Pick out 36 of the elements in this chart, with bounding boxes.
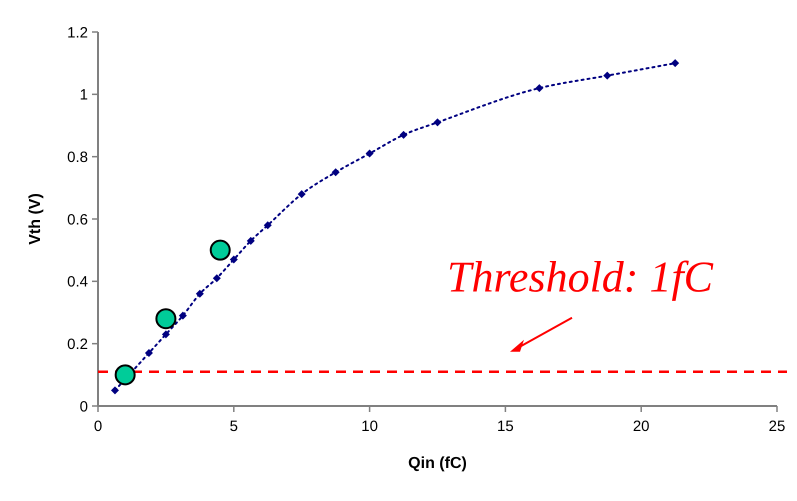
point <box>434 118 442 126</box>
x-tick-label: 15 <box>497 418 514 435</box>
point <box>332 168 340 176</box>
point <box>210 240 231 261</box>
y-tick-label: 0.8 <box>67 148 88 166</box>
x-tick-label: 10 <box>361 418 378 435</box>
y-axis-title: Vth (V) <box>27 193 44 245</box>
point <box>155 308 176 330</box>
point <box>178 312 187 320</box>
point <box>110 386 119 394</box>
x-tick-label: 20 <box>632 418 650 435</box>
y-tick-label: 1.2 <box>67 24 88 42</box>
point <box>114 364 136 386</box>
y-tick-label: 0.4 <box>67 274 88 291</box>
point <box>603 72 612 80</box>
point <box>671 59 680 68</box>
y-tick-label: 1 <box>80 86 88 104</box>
point <box>298 190 306 198</box>
x-tick-label: 5 <box>230 418 238 435</box>
annotation: Threshold: 1fC <box>446 252 714 302</box>
point <box>196 290 204 298</box>
point <box>230 256 238 264</box>
x-tick-label: 25 <box>768 418 786 435</box>
x-axis-title: Qin (fC) <box>408 455 467 472</box>
y-tick-label: 0 <box>80 398 88 416</box>
x-tick-label: 0 <box>94 418 102 435</box>
y-tick-label: 0.2 <box>67 336 88 353</box>
y-tick-label: 0.6 <box>67 211 88 228</box>
point <box>264 221 272 230</box>
point <box>212 274 221 282</box>
point <box>400 130 408 139</box>
point <box>246 236 255 245</box>
point <box>144 349 153 358</box>
point <box>162 330 170 338</box>
point <box>535 84 544 92</box>
point <box>366 150 374 158</box>
